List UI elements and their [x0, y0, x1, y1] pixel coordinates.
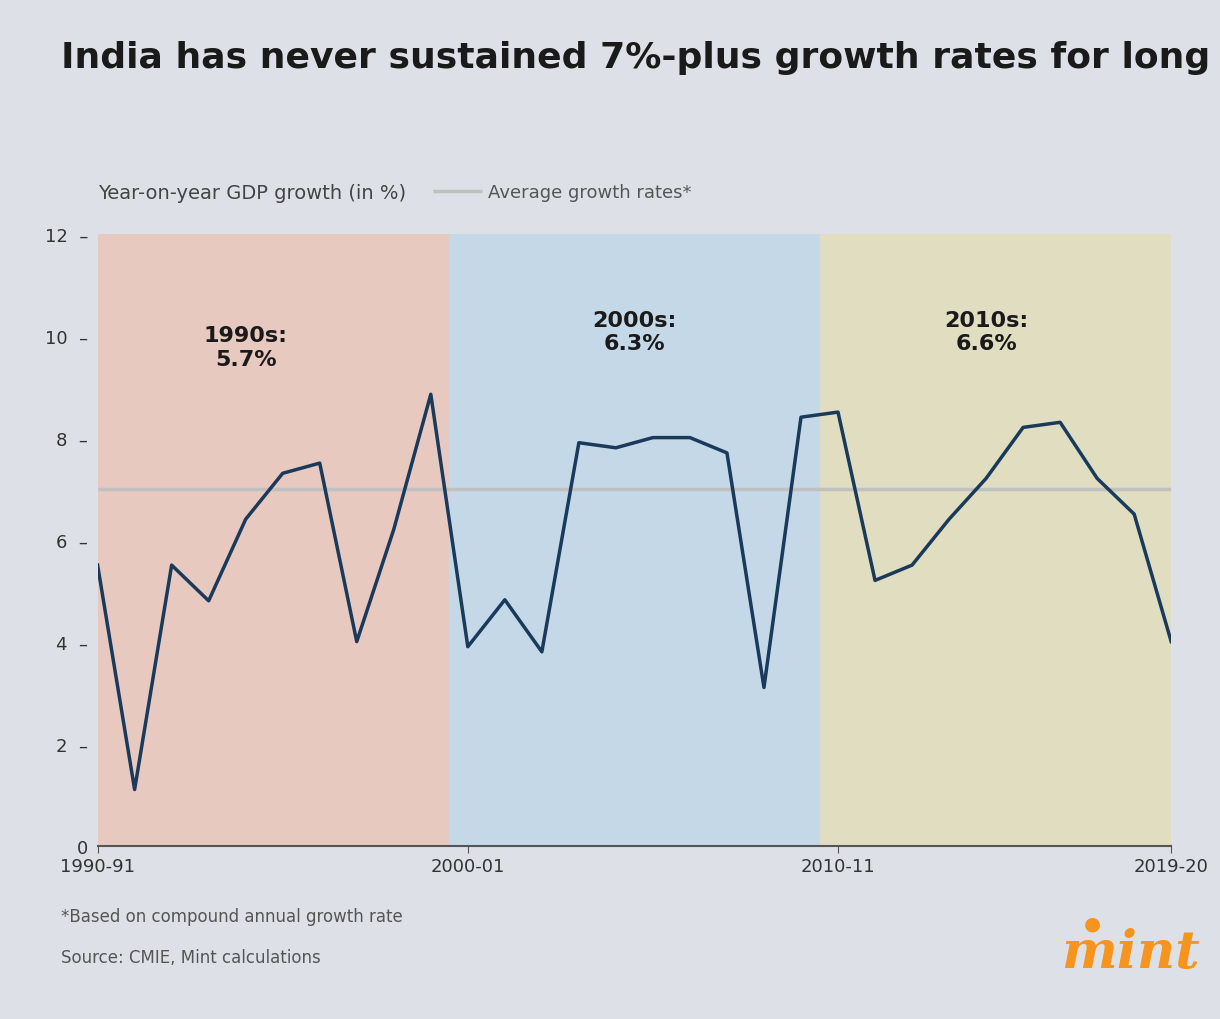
Text: India has never sustained 7%-plus growth rates for long: India has never sustained 7%-plus growth… [61, 41, 1210, 74]
Text: mint: mint [1061, 927, 1200, 978]
Bar [98, 234, 449, 846]
Bar [820, 234, 1171, 846]
Text: Average growth rates*: Average growth rates* [488, 183, 692, 202]
Text: 1990s:
5.7%: 1990s: 5.7% [204, 326, 288, 369]
Bar [449, 234, 820, 846]
Text: Source: CMIE, Mint calculations: Source: CMIE, Mint calculations [61, 948, 321, 966]
Text: *Based on compound annual growth rate: *Based on compound annual growth rate [61, 907, 403, 925]
Text: 2000s:
6.3%: 2000s: 6.3% [592, 311, 677, 354]
Text: 2010s:
6.6%: 2010s: 6.6% [944, 311, 1028, 354]
Text: ●: ● [1083, 913, 1100, 932]
Text: Year-on-year GDP growth (in %): Year-on-year GDP growth (in %) [98, 183, 406, 203]
